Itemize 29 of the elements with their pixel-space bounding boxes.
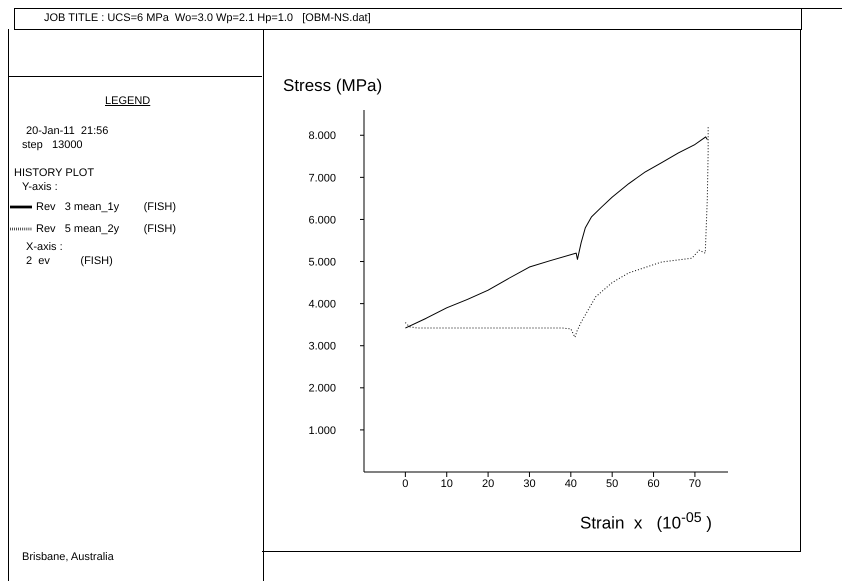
text: step 13000 xyxy=(21,138,84,152)
x-tick-label: 0 xyxy=(402,478,408,490)
x-tick-label: 40 xyxy=(564,478,577,490)
y-tick-label: 1.000 xyxy=(308,424,336,437)
x-tick-label: 20 xyxy=(482,478,494,490)
text: JOB TITLE : UCS=6 MPa Wo=3.0 Wp=2.1 Hp=1.0 [OBM-NS.dat] xyxy=(44,11,371,25)
x-tick-label: 30 xyxy=(523,478,536,490)
y-tick-label: 3.000 xyxy=(308,340,336,353)
x-axis-title: Strain x (10$^{-05}$ ) xyxy=(580,510,712,534)
y-tick-label: 6.000 xyxy=(308,214,336,226)
text: Brisbane, Australia xyxy=(22,550,114,564)
y-tick-label: 4.000 xyxy=(308,298,336,311)
y-tick-label: 2.000 xyxy=(308,382,336,395)
text: 2 ev (FISH) xyxy=(25,254,113,268)
y-tick-label: 8.000 xyxy=(308,130,336,142)
text: Y-axis : xyxy=(21,180,59,194)
legend-label: Rev 5 mean_2y (FISH) xyxy=(36,222,176,235)
y-axis-title: Stress (MPa) xyxy=(283,76,382,96)
x-tick-label: 50 xyxy=(606,478,618,490)
y-tick-label: 7.000 xyxy=(308,172,336,184)
text: LEGEND xyxy=(105,94,150,108)
text: 20-Jan-11 21:56 xyxy=(25,124,110,138)
x-tick-label: 10 xyxy=(440,478,453,490)
legend-label: Rev 3 mean_1y (FISH) xyxy=(36,200,176,213)
x-tick-label: 70 xyxy=(688,478,702,490)
text: HISTORY PLOT xyxy=(13,166,96,180)
y-tick-label: 5.000 xyxy=(308,256,336,268)
text: X-axis : xyxy=(25,240,64,254)
x-tick-label: 60 xyxy=(647,478,660,490)
